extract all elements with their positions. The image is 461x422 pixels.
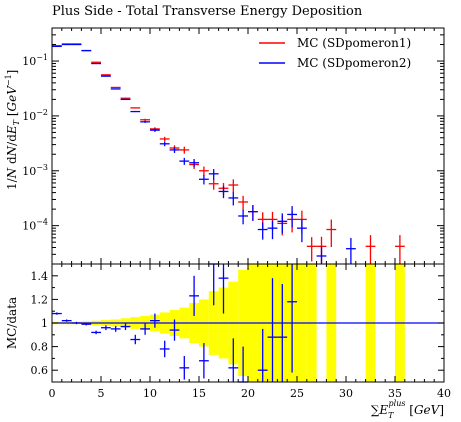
top-axis-ticks (51, 27, 445, 265)
top-y-tick-label-2: 10−3 (22, 163, 48, 178)
x-tick-label-8: 40 (437, 387, 451, 400)
top-y-axis-label: 1/N dN/dET [GeV−1] (4, 70, 21, 190)
ratio-y-tick-label-4: 1.4 (31, 270, 49, 283)
ratio-y-tick-labels: 0.6 0.8 1 1.2 1.4 (31, 270, 49, 377)
legend-label-sdpomeron2: MC (SDpomeron2) (297, 56, 411, 70)
x-tick-label-0: 0 (49, 387, 56, 400)
top-y-tick-label-1: 10−2 (22, 108, 48, 123)
x-tick-label-5: 25 (290, 387, 304, 400)
top-panel: 10−1 10−2 10−3 10−4 MC (SDpomeron1) MC (SDp… (4, 27, 445, 265)
x-tick-label-7: 35 (388, 387, 402, 400)
chart-title: Plus Side - Total Transverse Energy Depo… (52, 4, 363, 19)
ratio-y-tick-label-3: 1.2 (31, 293, 49, 306)
ratio-plot-marks (52, 263, 444, 383)
ratio-y-tick-label-2: 1 (41, 317, 48, 330)
x-tick-label-6: 30 (339, 387, 353, 400)
legend: MC (SDpomeron1) MC (SDpomeron2) (259, 36, 411, 70)
ratio-y-tick-label-1: 0.8 (31, 341, 49, 354)
top-plot-marks (52, 43, 405, 264)
top-y-tick-label-3: 10−4 (22, 218, 48, 233)
legend-label-sdpomeron1: MC (SDpomeron1) (297, 36, 411, 50)
ratio-axis-ticks (51, 263, 445, 383)
x-tick-label-1: 5 (98, 387, 105, 400)
top-y-tick-label-0: 10−1 (22, 53, 48, 68)
x-tick-label-4: 20 (241, 387, 255, 400)
x-axis-label: ∑ETplus [GeV] (371, 399, 444, 420)
x-tick-labels: 0 5 10 15 20 25 30 35 40 (49, 387, 452, 400)
top-y-tick-labels: 10−1 10−2 10−3 10−4 (22, 53, 48, 233)
ratio-panel: 0.6 0.8 1 1.2 1.4 0 5 10 15 20 25 30 35 40 MC/data ∑… (5, 263, 452, 420)
ratio-y-tick-label-0: 0.6 (31, 364, 49, 377)
x-tick-label-3: 15 (192, 387, 206, 400)
ratio-y-axis-label: MC/data (5, 297, 19, 349)
x-tick-label-2: 10 (143, 387, 157, 400)
